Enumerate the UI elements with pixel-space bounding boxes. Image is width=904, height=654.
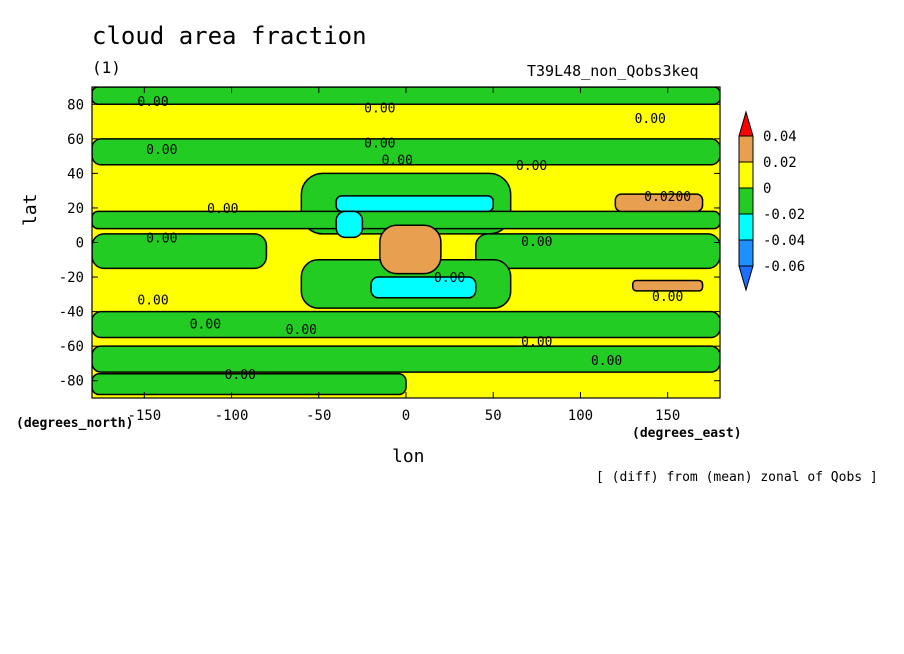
contour-label-4: 0.00 — [364, 136, 395, 151]
y-tick-label-5: 20 — [67, 201, 84, 217]
chart-subtitle: (1) — [92, 58, 121, 77]
y-tick-label-8: 80 — [67, 97, 84, 113]
colorbar-band-3 — [738, 187, 754, 215]
colorbar-band-4 — [738, 213, 754, 241]
contour-region-9 — [92, 345, 720, 373]
x-tick-label-2: -50 — [306, 408, 331, 424]
contour-label-8: 0.00 — [207, 202, 238, 217]
y-tick-label-4: 0 — [76, 236, 84, 252]
contour-label-6: 0.00 — [516, 159, 547, 174]
contour-label-18: 0.00 — [225, 368, 256, 383]
contour-label-1: 0.00 — [364, 102, 395, 117]
contour-fill-layer — [92, 87, 720, 398]
x-tick-label-1: -100 — [215, 408, 249, 424]
colorbar-legend: 0.04 0.02 0 -0.02 -0.04 -0.06 — [738, 110, 805, 292]
contour-region-5 — [92, 233, 268, 270]
run-label: T39L48_non_Qobs3keq — [527, 62, 699, 80]
colorbar-level-4: -0.04 — [763, 233, 805, 249]
contour-region-16 — [370, 276, 477, 299]
contour-label-17: 0.00 — [591, 354, 622, 369]
contour-region-1 — [92, 87, 720, 106]
contour-label-12: 0.00 — [137, 294, 168, 309]
contour-region-8 — [92, 310, 720, 339]
x-axis-units: (degrees_east) — [632, 426, 742, 441]
colorbar-level-5: -0.06 — [763, 259, 805, 275]
contour-label-0: 0.00 — [137, 95, 168, 110]
y-tick-label-1: -60 — [59, 339, 84, 355]
y-tick-label-6: 40 — [67, 166, 84, 182]
diff-note: [ (diff) from (mean) zonal of Qobs ] — [596, 470, 878, 485]
contour-label-11: 0.00 — [434, 271, 465, 286]
colorbar-level-3: -0.02 — [763, 207, 805, 223]
contour-label-9: 0.00 — [146, 231, 177, 246]
colorbar-bottom-arrow — [738, 265, 754, 292]
y-tick-label-3: -20 — [59, 270, 84, 286]
contour-region-2 — [92, 138, 720, 166]
contour-label-7: 0.0200 — [644, 190, 691, 205]
colorbar-band-1 — [738, 135, 754, 163]
colorbar-top-arrow — [738, 110, 754, 137]
y-tick-label-2: -40 — [59, 305, 84, 321]
colorbar-level-2: 0 — [763, 181, 771, 197]
x-axis-label: lon — [392, 446, 425, 467]
contour-region-11 — [379, 224, 442, 275]
contour-region-13 — [632, 279, 704, 292]
x-tick-label-5: 100 — [568, 408, 593, 424]
contour-label-layer: 0.00 0.00 0.00 0.00 0.00 0.00 0.00 0.0200 0.00 0.… — [137, 95, 691, 383]
contour-label-13: 0.00 — [652, 290, 683, 305]
y-axis: -80 -60 -40 -20 0 20 40 60 80 — [59, 97, 720, 390]
x-tick-label-0: -150 — [127, 408, 161, 424]
contour-region-14 — [335, 195, 494, 213]
contour-label-15: 0.00 — [286, 323, 317, 338]
x-tick-label-3: 0 — [402, 408, 410, 424]
x-tick-label-6: 150 — [655, 408, 680, 424]
colorbar-level-1: 0.02 — [763, 155, 797, 171]
contour-region-12 — [614, 193, 704, 213]
contour-region-15 — [335, 210, 364, 239]
chart-title: cloud area fraction — [92, 22, 367, 50]
x-tick-label-4: 50 — [485, 408, 502, 424]
colorbar-band-5 — [738, 239, 754, 267]
colorbar-level-0: 0.04 — [763, 129, 797, 145]
contour-label-10: 0.00 — [521, 235, 552, 250]
contour-label-2: 0.00 — [635, 112, 666, 127]
contour-label-16: 0.00 — [521, 335, 552, 350]
contour-region-10 — [92, 373, 407, 396]
contour-region-6 — [475, 233, 720, 270]
contour-label-14: 0.00 — [190, 318, 221, 333]
contour-label-5: 0.00 — [382, 154, 413, 169]
contour-label-3: 0.00 — [146, 143, 177, 158]
x-axis: -150 -100 -50 0 50 100 150 — [127, 87, 680, 424]
y-tick-label-0: -80 — [59, 374, 84, 390]
y-axis-units: (degrees_north) — [16, 416, 134, 431]
y-tick-label-7: 60 — [67, 132, 84, 148]
colorbar-band-2 — [738, 161, 754, 189]
